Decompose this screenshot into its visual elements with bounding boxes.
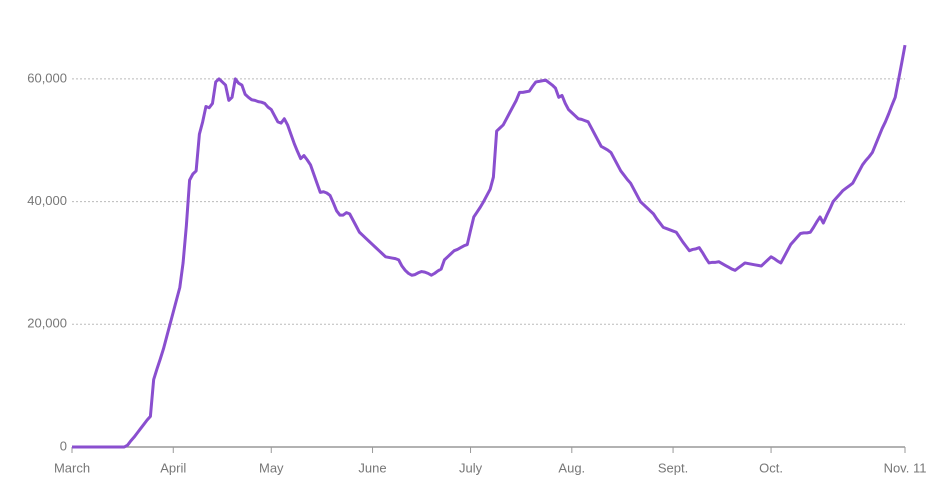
x-tick-label: March [54,460,90,475]
x-tick-label: April [160,460,186,475]
x-tick-label: May [259,460,284,475]
y-tick-label: 60,000 [27,70,67,85]
y-tick-label: 0 [60,438,67,453]
x-tick-label: July [459,460,483,475]
x-tick-label: Nov. 11 [884,460,927,475]
x-tick-label: Oct. [759,460,783,475]
x-tick-label: June [358,460,386,475]
x-tick-label: Aug. [558,460,585,475]
data-line [72,44,907,449]
y-tick-label: 20,000 [27,316,67,331]
y-tick-label: 40,000 [27,193,67,208]
x-tick-label: Sept. [658,460,688,475]
